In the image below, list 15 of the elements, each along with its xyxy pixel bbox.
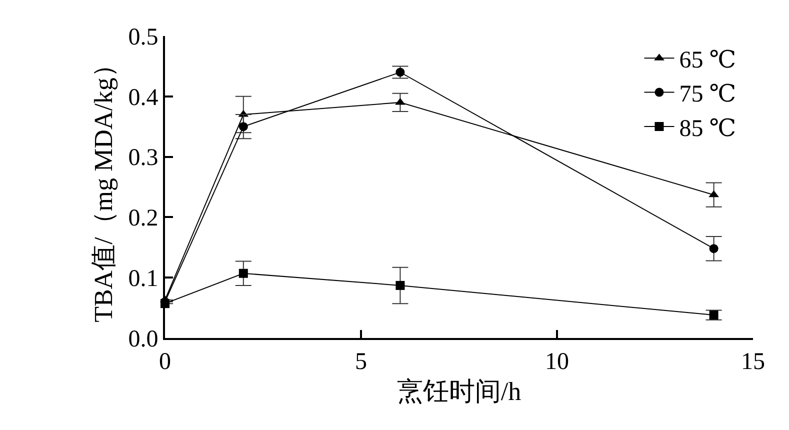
x-tick-label: 5 <box>355 348 367 375</box>
y-tick-label: 0.5 <box>128 24 158 50</box>
y-tick-label: 0.0 <box>128 326 158 352</box>
x-axis-title: 烹饪时间/h <box>396 377 522 406</box>
y-tick-label: 0.3 <box>128 145 158 172</box>
y-tick-label: 0.4 <box>128 84 158 111</box>
x-tick-label: 0 <box>159 348 171 375</box>
legend-label: 75 ℃ <box>679 82 736 108</box>
y-tick-label: 0.2 <box>128 206 158 232</box>
x-tick-label: 10 <box>545 348 569 375</box>
y-tick-label: 0.1 <box>128 266 158 292</box>
legend-label: 65 ℃ <box>679 47 736 74</box>
x-tick-label: 15 <box>741 348 765 375</box>
y-axis-title: TBA值/（mg MDA/kg） <box>89 52 118 322</box>
legend-label: 85 ℃ <box>679 116 736 142</box>
